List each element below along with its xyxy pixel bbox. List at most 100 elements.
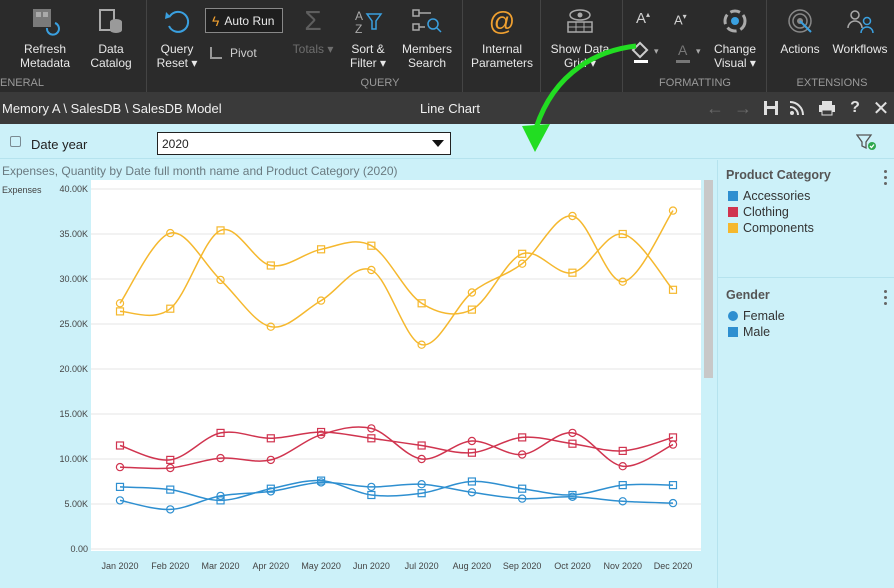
group-label-formatting: FORMATTING — [659, 77, 731, 89]
chart-scrollbar[interactable] — [704, 180, 713, 378]
data-point-clothing-male — [417, 441, 426, 450]
change-visual-label: Change Visual ▾ — [713, 42, 757, 70]
auto-run-label: Auto Run — [224, 13, 275, 28]
page-title: Line Chart — [420, 101, 480, 116]
calendar-icon — [10, 136, 21, 147]
data-point-accessories-female — [316, 478, 326, 487]
data-point-clothing-female — [467, 436, 477, 446]
save-icon[interactable] — [760, 97, 782, 119]
data-point-components-female — [316, 296, 326, 305]
data-point-accessories-female — [467, 488, 477, 497]
data-point-components-female — [467, 288, 477, 297]
fill-color-button[interactable]: ▾ — [631, 41, 664, 63]
data-point-components-female — [618, 277, 627, 286]
workflows-button[interactable]: Workflows — [830, 4, 890, 56]
line-chart[interactable]: 0.00 5.00K 10.00K 15.00K 20.00K 25.00K 30.00K 3… — [0, 160, 716, 588]
filter-settings-icon[interactable] — [855, 133, 878, 156]
legend-item-label: Male — [743, 325, 771, 339]
query-reset-button[interactable]: Query Reset ▾ — [154, 4, 200, 70]
x-tick-label: Mar 2020 — [202, 561, 240, 571]
totals-button[interactable]: Σ Totals ▾ — [290, 4, 336, 57]
legend-swatch — [728, 223, 738, 233]
more-options-icon[interactable] — [884, 290, 888, 308]
chart-title: Expenses, Quantity by Date full month na… — [2, 164, 398, 178]
data-point-components-male — [166, 304, 175, 313]
members-search-button[interactable]: Members Search — [400, 4, 454, 70]
data-point-accessories-female — [367, 482, 376, 492]
data-point-clothing-male — [467, 448, 477, 457]
data-point-clothing-male — [518, 433, 527, 442]
data-point-clothing-male — [115, 441, 125, 450]
data-catalog-button[interactable]: Data Catalog — [84, 4, 138, 70]
font-color-button[interactable]: A ▾ — [676, 42, 706, 63]
auto-run-toggle[interactable]: ϟ Auto Run — [205, 8, 283, 33]
legend-item-label: Female — [743, 309, 785, 323]
y-tick-label: 30.00K — [59, 274, 88, 284]
series-line-clothing-male — [119, 431, 674, 461]
x-tick-label: May 2020 — [301, 561, 341, 571]
forward-arrow-icon[interactable]: → — [734, 97, 752, 118]
decrease-font-button[interactable]: A▾ — [674, 12, 687, 28]
change-visual-button[interactable]: Change Visual ▾ — [712, 4, 758, 70]
data-point-accessories-male — [417, 489, 426, 498]
ribbon-separator — [766, 0, 767, 92]
rss-feed-icon[interactable] — [786, 97, 808, 119]
group-label-query: QUERY — [360, 77, 400, 89]
actions-button[interactable]: Actions — [776, 4, 824, 56]
y-tick-label: 5.00K — [64, 499, 88, 509]
data-point-clothing-female — [517, 450, 527, 459]
refresh-metadata-button[interactable]: Refresh Metadata — [16, 4, 74, 70]
data-point-components-female — [517, 259, 527, 268]
data-catalog-label: Data Catalog — [90, 42, 132, 70]
data-point-components-male — [568, 268, 577, 277]
report-title-bar: Memory A \ SalesDB \ SalesDB Model Line … — [0, 92, 894, 124]
query-reset-icon — [160, 4, 194, 38]
legend-item-female[interactable]: Female — [728, 309, 785, 323]
legend-swatch — [728, 191, 738, 201]
data-point-clothing-female — [417, 454, 426, 464]
date-year-value: 2020 — [162, 137, 189, 151]
svg-text:Z: Z — [355, 22, 362, 36]
ribbon-separator — [146, 0, 147, 92]
ribbon-separator — [540, 0, 541, 92]
legend-item-components[interactable]: Components — [728, 221, 814, 235]
series-line-accessories-male — [119, 479, 674, 502]
pivot-button[interactable]: Pivot — [210, 46, 257, 60]
breadcrumb[interactable]: Memory A \ SalesDB \ SalesDB Model — [2, 101, 222, 116]
print-icon[interactable] — [816, 97, 838, 119]
change-visual-icon — [718, 4, 752, 38]
series-line-accessories-female — [119, 481, 674, 511]
legend-item-accessories[interactable]: Accessories — [728, 189, 810, 203]
more-options-icon[interactable] — [884, 170, 888, 188]
data-point-accessories-female — [115, 496, 125, 505]
back-arrow-icon[interactable]: ← — [706, 97, 724, 118]
data-point-accessories-male — [618, 481, 627, 490]
date-year-select[interactable]: 2020 — [157, 132, 451, 155]
query-reset-label: Query Reset ▾ — [156, 42, 198, 70]
data-point-clothing-male — [568, 439, 577, 448]
close-icon[interactable]: ✕ — [872, 97, 890, 120]
data-grid-icon — [563, 4, 597, 38]
workflows-icon — [843, 4, 877, 38]
show-data-grid-button[interactable]: Show Data Grid ▾ — [548, 4, 612, 70]
legend-item-clothing[interactable]: Clothing — [728, 205, 789, 219]
data-point-components-male — [216, 226, 225, 235]
sigma-icon: Σ — [304, 5, 322, 36]
dropdown-arrow-icon — [432, 140, 444, 147]
x-tick-label: Jul 2020 — [405, 561, 439, 571]
data-point-accessories-male — [166, 485, 175, 494]
members-search-icon — [410, 4, 444, 38]
increase-font-button[interactable]: A▴ — [636, 10, 651, 27]
data-point-components-male — [316, 245, 326, 254]
y-tick-label: 25.00K — [59, 319, 88, 329]
group-label-extensions: EXTENSIONS — [796, 77, 868, 89]
refresh-metadata-icon — [28, 4, 62, 38]
data-point-accessories-female — [517, 494, 527, 503]
legend-item-male[interactable]: Male — [728, 325, 770, 339]
legend-panel: Product Category Accessories Clothing Co… — [717, 160, 894, 588]
internal-parameters-button[interactable]: @ Internal Parameters — [471, 4, 533, 70]
plot-area[interactable] — [91, 180, 701, 551]
help-icon[interactable]: ? — [850, 99, 860, 116]
data-point-clothing-female — [668, 440, 678, 449]
